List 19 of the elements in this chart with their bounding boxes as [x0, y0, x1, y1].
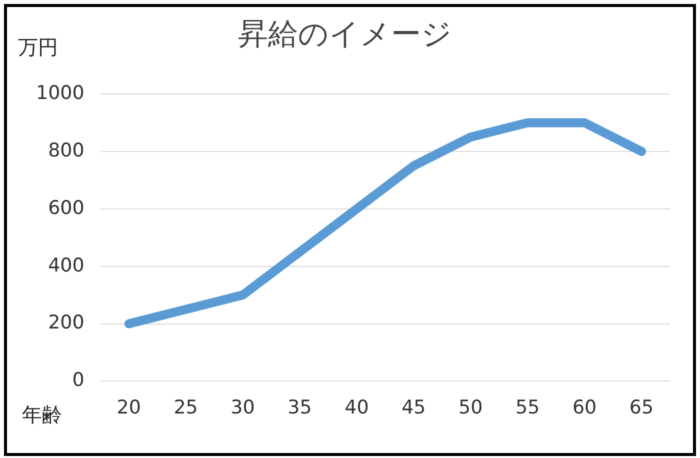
chart-title: 昇給のイメージ [238, 16, 452, 52]
y-tick-label: 200 [48, 312, 84, 334]
x-tick-label: 35 [288, 396, 312, 419]
x-tick-label: 30 [230, 396, 255, 419]
x-tick-label: 25 [174, 396, 198, 419]
x-tick-label: 45 [402, 396, 426, 419]
y-tick-label: 800 [48, 139, 84, 162]
x-tick-label: 40 [344, 396, 369, 419]
y-tick-label: 0 [72, 369, 84, 392]
x-tick-label: 60 [572, 396, 597, 419]
y-axis-title: 万円 [18, 35, 58, 60]
x-tick-label: 55 [515, 396, 540, 419]
x-tick-label: 65 [629, 396, 654, 419]
y-tick-label: 600 [48, 196, 84, 219]
y-tick-label: 1000 [36, 82, 84, 104]
x-tick-label: 50 [458, 396, 483, 419]
x-tick-label: 20 [116, 396, 141, 419]
y-tick-label: 400 [48, 254, 84, 276]
x-axis-title: 年齢 [22, 402, 62, 426]
